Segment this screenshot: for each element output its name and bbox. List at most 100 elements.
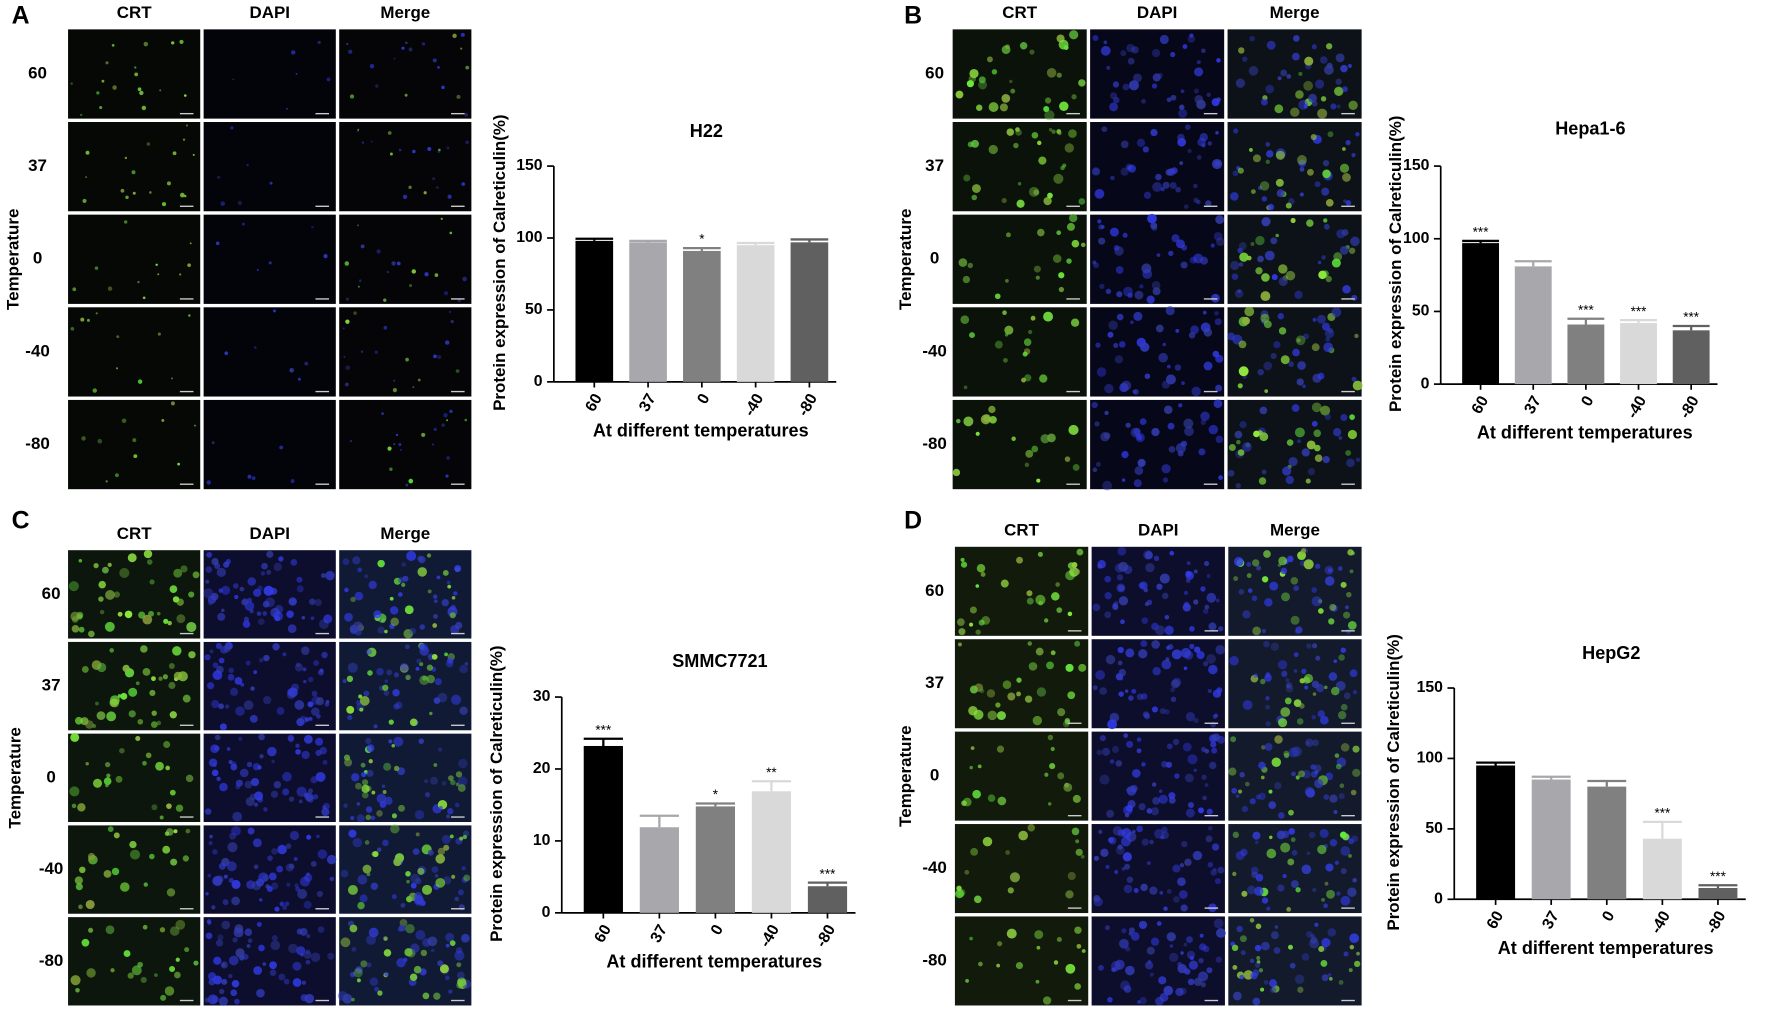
cell [140, 976, 147, 984]
cell [1043, 618, 1049, 623]
cell [186, 621, 197, 633]
cell [119, 747, 125, 754]
cell [1265, 704, 1270, 710]
cell [1308, 831, 1316, 839]
cell [1051, 592, 1060, 601]
cell [1252, 831, 1261, 840]
cell [1255, 873, 1264, 882]
cell [392, 388, 398, 393]
cell [169, 926, 180, 936]
cell [1239, 935, 1247, 943]
cell [1050, 650, 1056, 656]
cell [1075, 839, 1080, 844]
cell [1005, 232, 1011, 238]
cell [143, 41, 149, 47]
cell [180, 565, 188, 573]
cell [267, 746, 277, 757]
cell [1179, 161, 1184, 166]
cell [1170, 51, 1176, 58]
cell [1264, 743, 1273, 751]
cell [1065, 663, 1074, 672]
cell [1275, 178, 1284, 187]
cell [446, 146, 450, 150]
cell [147, 559, 153, 565]
cell [1167, 168, 1176, 176]
cell [1233, 991, 1242, 1001]
cell [364, 840, 370, 845]
cell [1080, 854, 1085, 859]
error-bar [1476, 761, 1516, 766]
cell [349, 94, 355, 99]
micrograph [68, 641, 201, 731]
cell [1206, 808, 1213, 815]
scale-bar [1203, 112, 1218, 115]
cell [1352, 745, 1360, 753]
cell [1310, 936, 1318, 944]
cell [1004, 333, 1009, 337]
cell [1210, 243, 1215, 248]
cell [1297, 439, 1301, 444]
cell [1057, 772, 1065, 780]
cell [1163, 985, 1174, 996]
cell [211, 905, 216, 910]
cell [1276, 189, 1285, 198]
y-tick-label: 100 [1417, 750, 1444, 767]
cell [355, 966, 363, 974]
cell [454, 802, 460, 808]
cell [1046, 68, 1057, 78]
cell [384, 679, 389, 683]
cell [343, 754, 351, 761]
cell [424, 272, 429, 277]
cell [312, 794, 319, 800]
cell [1278, 556, 1288, 566]
cell [422, 884, 433, 895]
cell [384, 796, 393, 805]
cell [1280, 707, 1291, 717]
cell [955, 889, 964, 899]
cell [1324, 576, 1335, 586]
cell [1213, 918, 1224, 929]
cell [1261, 628, 1266, 634]
cell [1352, 768, 1361, 778]
cell [1328, 618, 1335, 625]
scale-bar [1341, 112, 1355, 115]
cell [271, 935, 278, 942]
cell [1256, 956, 1261, 960]
cell [1215, 435, 1224, 444]
cell [975, 431, 980, 436]
cell [169, 965, 176, 972]
cell [433, 599, 438, 604]
cell [434, 273, 439, 277]
cell [1333, 428, 1342, 437]
cell [1136, 825, 1144, 833]
cell [256, 988, 265, 998]
cell [1237, 449, 1245, 456]
cell [1314, 779, 1324, 789]
cell [164, 831, 170, 836]
cell [1047, 192, 1053, 199]
cell [1240, 950, 1246, 956]
bar [629, 242, 667, 382]
cell [1229, 656, 1239, 666]
cell [1093, 855, 1099, 861]
cell [424, 779, 429, 784]
scale-bar [179, 298, 194, 300]
cell [383, 949, 392, 957]
cell [383, 690, 390, 696]
cell [365, 737, 372, 745]
row-label: -40 [922, 341, 946, 360]
scale-bar [1203, 298, 1218, 300]
cell [1024, 462, 1030, 468]
cell [1000, 579, 1009, 588]
cell [1114, 869, 1119, 875]
cell [978, 961, 983, 967]
row-label: 37 [42, 676, 61, 695]
cell [1319, 56, 1328, 64]
cell [217, 934, 224, 941]
cell [218, 657, 225, 664]
cell [1121, 828, 1132, 838]
cell [301, 646, 310, 655]
cell [1032, 715, 1043, 726]
cell [420, 949, 428, 957]
cell [978, 619, 985, 626]
